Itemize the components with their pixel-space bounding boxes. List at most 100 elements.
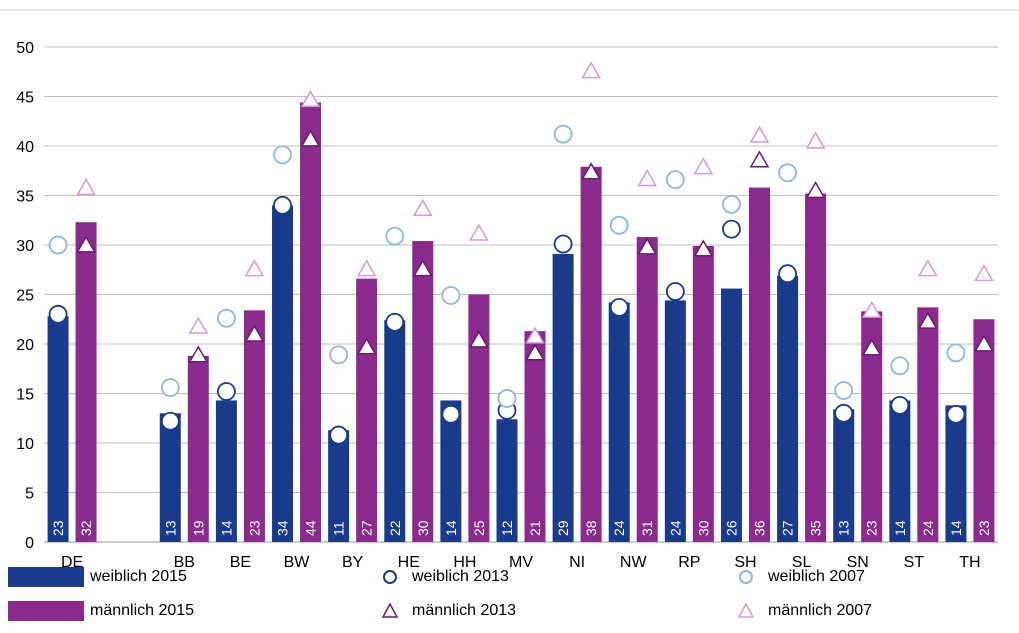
y-tick-label: 15 bbox=[16, 387, 34, 404]
bar bbox=[412, 241, 434, 543]
circle-marker bbox=[834, 403, 854, 423]
x-category-label: ST bbox=[904, 554, 925, 571]
legend-circle bbox=[383, 570, 397, 584]
bar-data-label: 13 bbox=[836, 520, 852, 536]
triangle-marker bbox=[244, 324, 265, 342]
triangle-marker bbox=[300, 129, 321, 147]
bar bbox=[75, 222, 97, 543]
triangle-marker bbox=[469, 330, 489, 348]
x-category-label: MV bbox=[509, 554, 533, 571]
triangle-marker bbox=[581, 61, 601, 79]
triangle-marker bbox=[805, 131, 826, 149]
x-category-label: SL bbox=[792, 554, 812, 571]
x-category-label: SH bbox=[734, 554, 756, 571]
bar bbox=[187, 355, 209, 542]
bar bbox=[47, 316, 69, 542]
triangle-marker bbox=[637, 169, 658, 187]
bar-data-label: 27 bbox=[780, 520, 796, 536]
legend-swatch-rect bbox=[8, 567, 84, 587]
bar bbox=[720, 288, 742, 542]
circle-marker bbox=[609, 297, 629, 317]
x-category-label: SN bbox=[847, 554, 869, 571]
triangle-marker bbox=[525, 343, 545, 361]
bar bbox=[328, 430, 350, 542]
x-category-label: DE bbox=[61, 554, 83, 571]
bar-data-label: 30 bbox=[695, 520, 711, 536]
circle-marker bbox=[48, 304, 68, 324]
bar-data-label: 24 bbox=[920, 520, 936, 536]
bar bbox=[664, 300, 686, 542]
circle-marker bbox=[665, 282, 685, 301]
bar-data-label: 21 bbox=[527, 520, 543, 536]
x-category-label: BW bbox=[284, 554, 311, 571]
circle-marker bbox=[441, 286, 461, 305]
triangle-marker bbox=[76, 235, 96, 253]
triangle-marker bbox=[861, 338, 882, 356]
triangle-marker bbox=[861, 300, 882, 318]
bar-data-label: 14 bbox=[218, 520, 234, 536]
legend-label: männlich 2007 bbox=[768, 602, 873, 619]
circle-marker bbox=[217, 382, 236, 401]
circle-marker bbox=[890, 395, 910, 415]
y-tick-label: 0 bbox=[25, 535, 34, 552]
triangle-marker bbox=[637, 237, 658, 255]
triangle-marker bbox=[356, 337, 377, 355]
bar-data-label: 23 bbox=[246, 520, 262, 536]
circle-marker bbox=[778, 163, 797, 183]
bar-data-label: 34 bbox=[275, 520, 291, 536]
bar bbox=[468, 294, 490, 542]
bar bbox=[973, 319, 995, 542]
bar-data-label: 31 bbox=[639, 520, 655, 536]
x-category-label: BY bbox=[342, 554, 364, 571]
bar bbox=[524, 331, 546, 542]
x-category-label: TH bbox=[959, 554, 980, 571]
bar-data-label: 12 bbox=[499, 520, 515, 536]
bar-data-label: 24 bbox=[611, 520, 627, 536]
bar-data-label: 32 bbox=[78, 520, 94, 536]
bar-data-label: 36 bbox=[751, 520, 767, 536]
bar bbox=[159, 413, 181, 542]
bar bbox=[833, 409, 855, 542]
bar bbox=[243, 310, 265, 542]
bar-data-label: 25 bbox=[471, 520, 487, 536]
legend-swatch-rect bbox=[8, 601, 84, 621]
bar bbox=[608, 302, 630, 542]
markers bbox=[48, 61, 994, 445]
bar-data-label: 23 bbox=[976, 520, 992, 536]
bar-data-label: 19 bbox=[190, 520, 206, 536]
legend-triangle bbox=[381, 602, 399, 618]
circle-marker bbox=[48, 235, 68, 255]
legend-item: weiblich 2013 bbox=[372, 567, 509, 587]
legend-item: männlich 2013 bbox=[372, 601, 516, 621]
bar bbox=[945, 405, 967, 542]
circle-legend-marker bbox=[739, 570, 753, 584]
bar-data-label: 11 bbox=[331, 521, 347, 536]
triangle-marker bbox=[188, 345, 209, 363]
circle-marker bbox=[441, 404, 461, 424]
bar bbox=[692, 245, 714, 543]
bar-data-label: 14 bbox=[948, 520, 964, 536]
circle-marker bbox=[722, 195, 741, 214]
triangle-marker bbox=[917, 311, 938, 329]
triangle-marker bbox=[974, 334, 994, 352]
bar bbox=[272, 205, 294, 542]
y-tick-label: 10 bbox=[16, 436, 34, 453]
y-tick-label: 30 bbox=[16, 238, 34, 255]
triangle-marker bbox=[749, 150, 770, 168]
y-tick-label: 5 bbox=[25, 486, 34, 503]
circle-marker bbox=[553, 124, 573, 144]
gridlines bbox=[44, 46, 998, 543]
x-category-label: HE bbox=[398, 554, 420, 571]
circle-marker bbox=[385, 226, 405, 246]
legend-label: männlich 2013 bbox=[412, 602, 517, 619]
circle-marker bbox=[217, 308, 236, 328]
circle-marker bbox=[946, 343, 966, 363]
legend-swatch bbox=[8, 601, 84, 621]
triangle-marker bbox=[244, 259, 265, 277]
bar-data-label: 30 bbox=[415, 520, 431, 536]
legend-swatch bbox=[8, 567, 84, 587]
bar bbox=[636, 237, 658, 542]
bar bbox=[496, 419, 518, 542]
triangle-legend-marker bbox=[737, 602, 755, 618]
legend-item: männlich 2007 bbox=[728, 601, 872, 621]
